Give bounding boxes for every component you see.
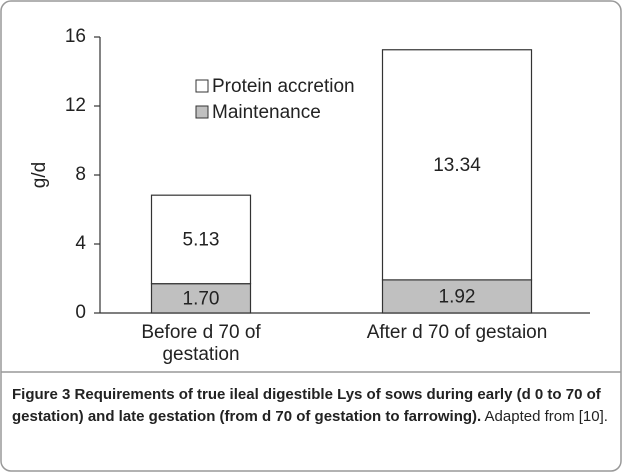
legend-label: Maintenance: [212, 102, 321, 123]
legend-swatch: [195, 105, 209, 119]
y-tick-label: 12: [65, 95, 86, 116]
data-label: 1.92: [439, 286, 476, 307]
bar-segment: [381, 49, 533, 281]
y-tick-label: 16: [65, 26, 86, 47]
caption: Figure 3 Requirements of true ileal dige…: [12, 384, 612, 428]
legend-label: Protein accretion: [212, 76, 355, 97]
y-tick-label: 0: [75, 302, 86, 323]
bar-segment: [381, 279, 533, 314]
y-tick-label: 4: [75, 233, 86, 254]
x-tick-label: Before d 70 of gestation: [141, 322, 261, 365]
bar-segment: [150, 283, 252, 314]
data-label: 5.13: [183, 229, 220, 250]
y-tick-label: 8: [75, 164, 86, 185]
data-label: 1.70: [183, 288, 220, 309]
data-label: 13.34: [433, 155, 481, 176]
x-tick-label: After d 70 of gestaion: [366, 322, 548, 343]
y-axis-label: g/d: [29, 162, 50, 188]
caption-label: Figure 3: [12, 386, 71, 403]
legend-swatch: [195, 79, 209, 93]
caption-title: Requirements of true ileal digestible Ly…: [12, 386, 601, 425]
caption-note: Adapted from [10].: [484, 408, 608, 425]
bar-segment: [150, 194, 252, 285]
